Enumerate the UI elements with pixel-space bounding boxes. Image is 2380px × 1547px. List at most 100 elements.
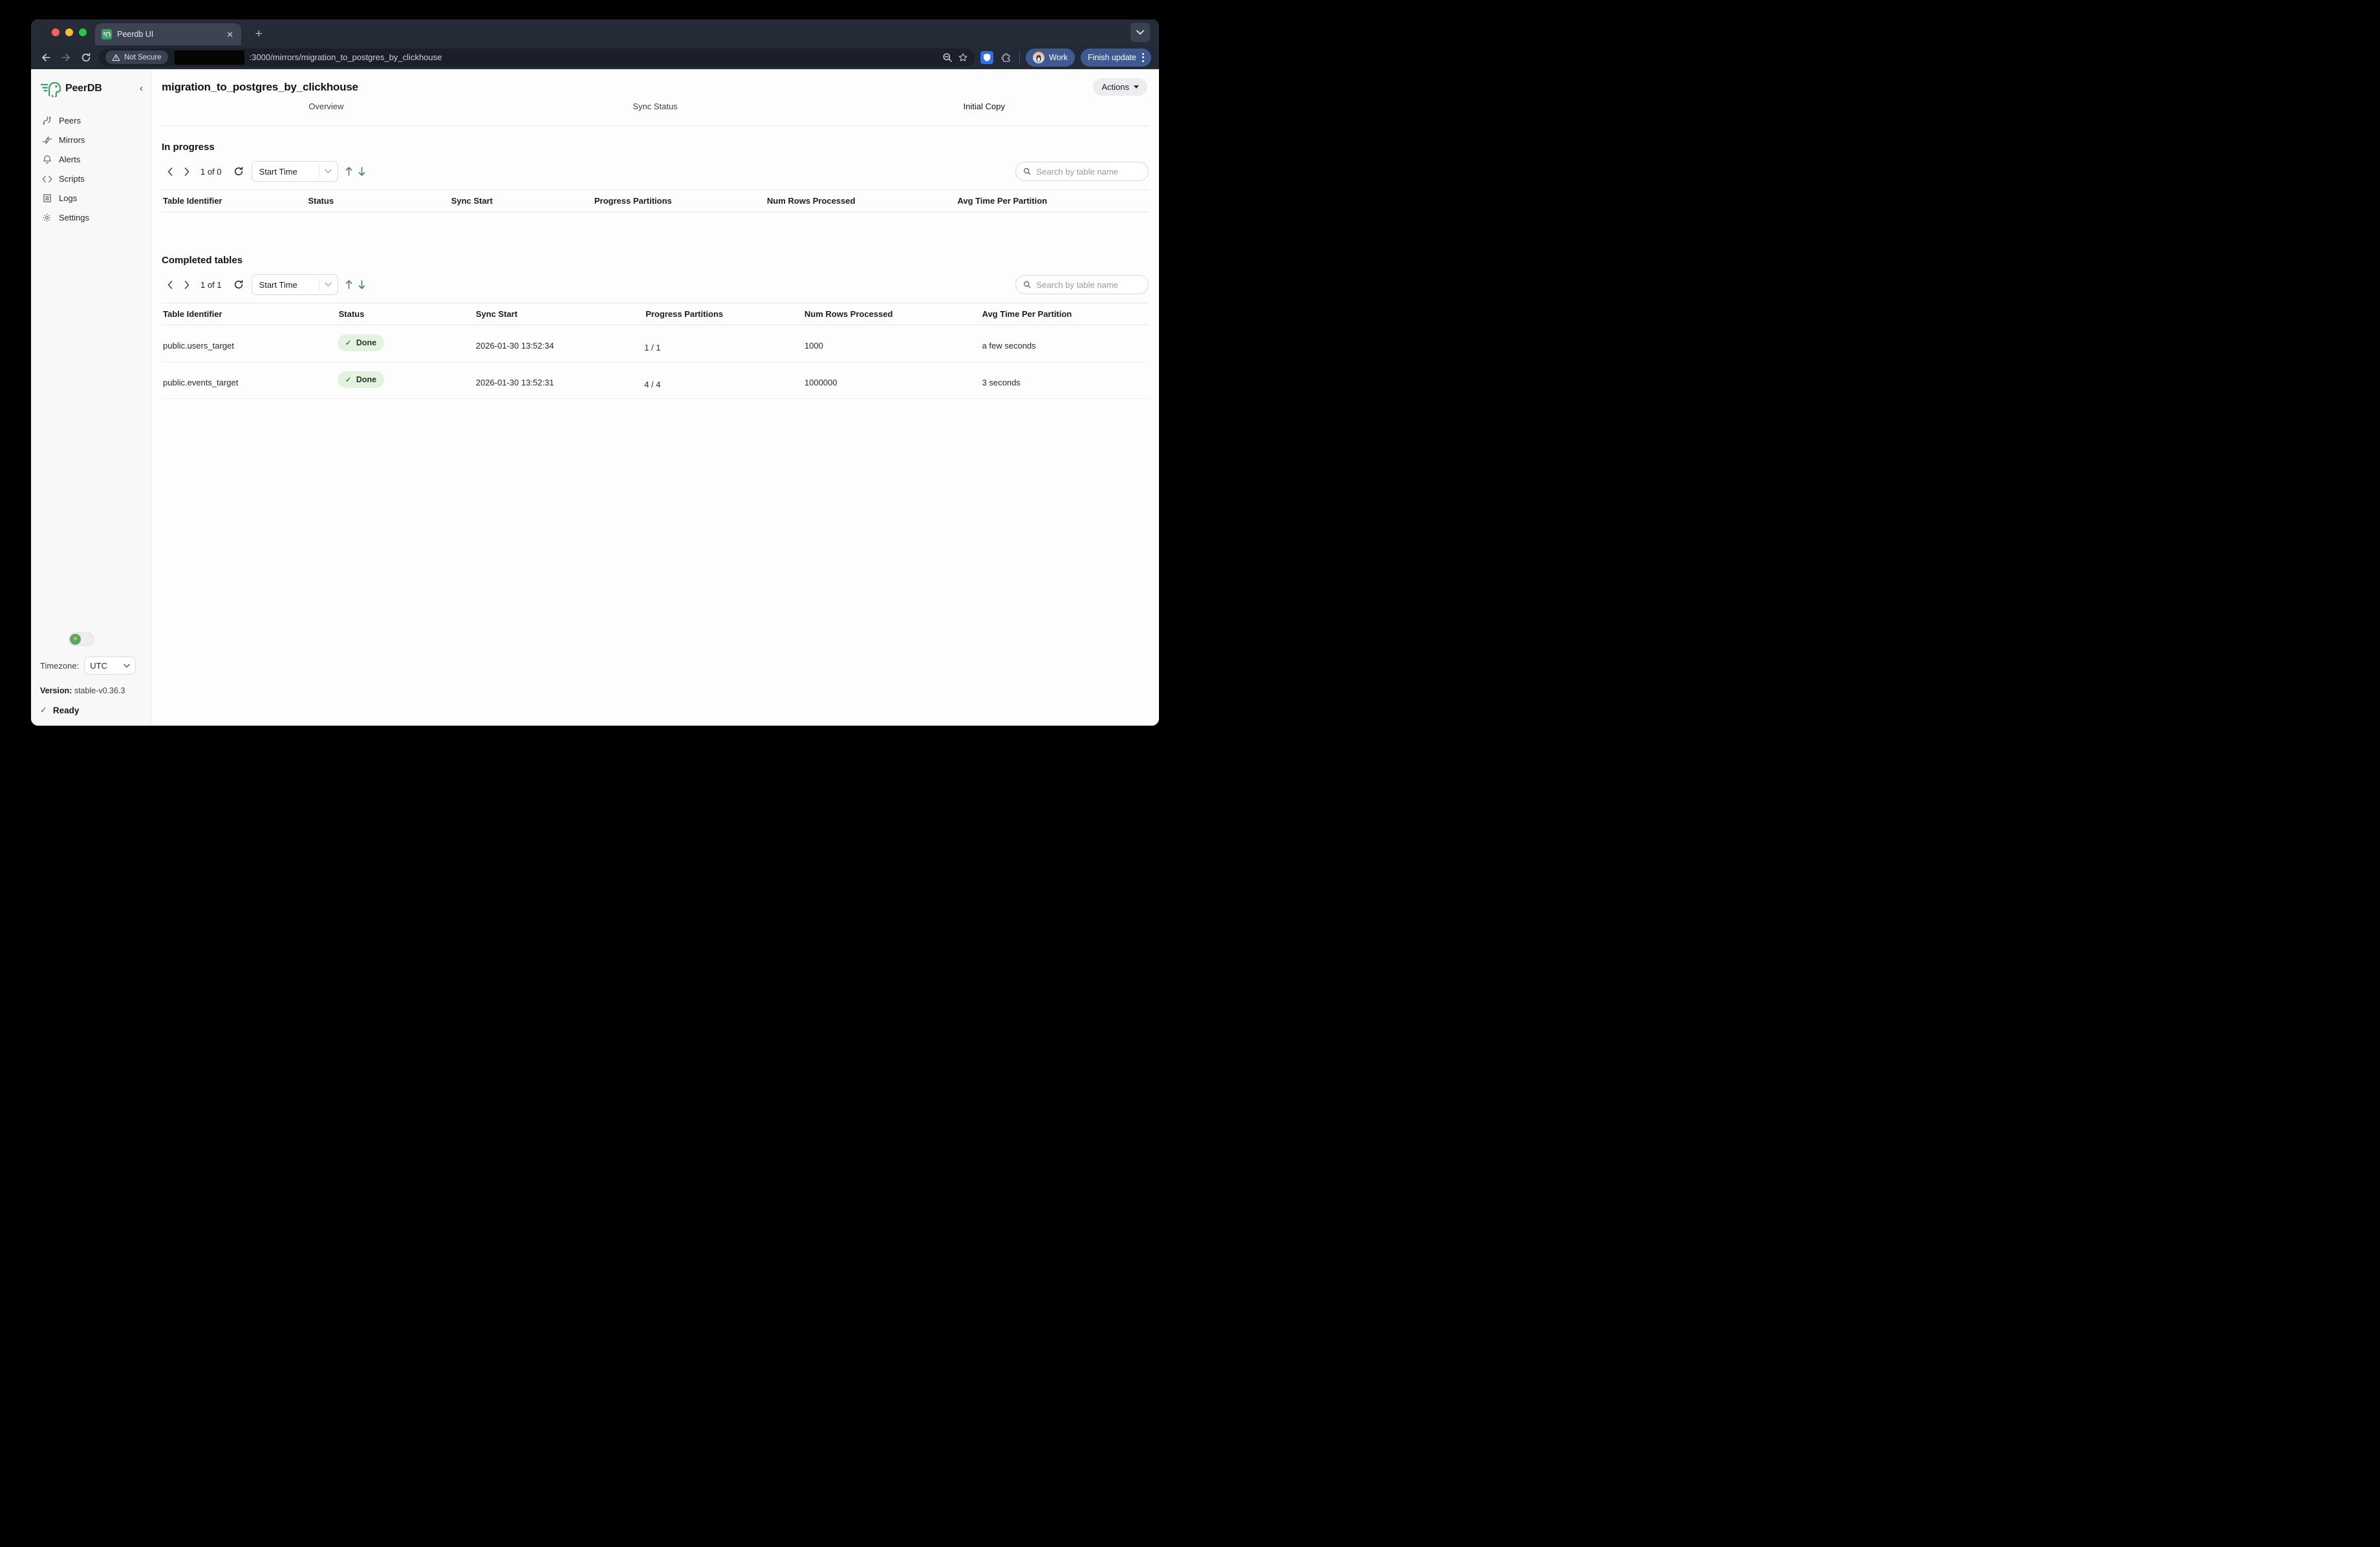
finish-update-button[interactable]: Finish update bbox=[1080, 48, 1151, 67]
sidebar-collapse-button[interactable]: ‹ bbox=[140, 83, 143, 94]
completed-controls: 1 of 1 Start Time bbox=[162, 274, 1149, 295]
fullscreen-window-button[interactable] bbox=[79, 28, 87, 36]
back-button[interactable] bbox=[39, 50, 53, 65]
sidebar-item-label: Alerts bbox=[59, 155, 81, 164]
progress-fraction: 4 / 4 bbox=[644, 380, 661, 389]
sync-start-cell: 2026-01-30 13:52:34 bbox=[475, 341, 554, 351]
sort-field-value: Start Time bbox=[259, 279, 298, 290]
timezone-row: Timezone: UTC bbox=[40, 656, 143, 675]
prev-page-button[interactable] bbox=[162, 280, 178, 289]
sidebar-item-settings[interactable]: Settings bbox=[40, 211, 143, 224]
col-table-identifier: Table Identifier bbox=[163, 309, 222, 319]
timezone-select[interactable]: UTC bbox=[84, 656, 136, 675]
sidebar-footer: ☀ Timezone: UTC Version: stable-v0.36.3 … bbox=[40, 633, 143, 715]
col-num-rows: Num Rows Processed bbox=[766, 196, 856, 206]
theme-toggle[interactable]: ☀ bbox=[69, 633, 94, 646]
tab-search-button[interactable] bbox=[1130, 23, 1150, 42]
password-manager-extension-icon[interactable] bbox=[980, 50, 993, 64]
col-num-rows: Num Rows Processed bbox=[804, 309, 893, 319]
sidebar-item-logs[interactable]: Logs bbox=[40, 191, 143, 205]
extensions-puzzle-icon[interactable] bbox=[999, 50, 1013, 65]
toolbar-separator bbox=[1019, 51, 1020, 63]
finish-update-label: Finish update bbox=[1087, 52, 1136, 62]
col-sync-start: Sync Start bbox=[475, 309, 518, 319]
browser-toolbar: Not Secure :3000/mirrors/migration_to_po… bbox=[31, 45, 1159, 69]
search-icon bbox=[1024, 168, 1031, 175]
profile-avatar bbox=[1033, 51, 1044, 63]
minimize-window-button[interactable] bbox=[65, 28, 73, 36]
next-page-button[interactable] bbox=[178, 167, 195, 176]
sidebar-item-scripts[interactable]: Scripts bbox=[40, 172, 143, 186]
bookmark-star-icon[interactable] bbox=[958, 52, 968, 63]
timezone-label: Timezone: bbox=[40, 660, 80, 671]
sort-ascending-icon[interactable] bbox=[345, 279, 353, 290]
progress-fraction: 1 / 1 bbox=[644, 343, 661, 352]
in-progress-search[interactable] bbox=[1015, 162, 1149, 181]
page-header: migration_to_postgres_by_clickhouse Acti… bbox=[162, 69, 1149, 96]
sort-field-select[interactable]: Start Time bbox=[251, 274, 338, 295]
close-tab-icon[interactable]: ✕ bbox=[226, 29, 233, 39]
sort-field-select[interactable]: Start Time bbox=[251, 161, 338, 182]
completed-table-header: Table Identifier Status Sync Start Progr… bbox=[162, 303, 1149, 325]
sort-descending-icon[interactable] bbox=[358, 279, 366, 290]
url-text: :3000/mirrors/migration_to_postgres_by_c… bbox=[249, 52, 442, 62]
sidebar-item-alerts[interactable]: Alerts bbox=[40, 153, 143, 166]
zoom-out-icon[interactable] bbox=[942, 52, 953, 63]
tab-initial-copy[interactable]: Initial Copy bbox=[963, 102, 1005, 111]
tab-overview[interactable]: Overview bbox=[308, 102, 344, 111]
version-label: Version: bbox=[40, 686, 72, 695]
refresh-button[interactable] bbox=[231, 166, 246, 177]
search-icon bbox=[1024, 281, 1031, 288]
mirror-tabs: Overview Sync Status Initial Copy bbox=[162, 102, 1149, 126]
tab-sync-status[interactable]: Sync Status bbox=[633, 102, 678, 111]
sort-direction-buttons bbox=[345, 279, 366, 290]
completed-search[interactable] bbox=[1015, 275, 1149, 294]
sun-icon: ☀ bbox=[70, 634, 81, 645]
sidebar-item-mirrors[interactable]: Mirrors bbox=[40, 133, 143, 147]
gear-icon bbox=[41, 213, 52, 222]
browser-tabstrip: Peerdb UI ✕ + bbox=[31, 19, 1159, 45]
log-receipt-icon bbox=[41, 193, 52, 203]
search-input[interactable] bbox=[1036, 166, 1141, 177]
prev-page-button[interactable] bbox=[162, 167, 178, 176]
status-row: ✓ Ready bbox=[40, 705, 143, 715]
chevron-down-icon bbox=[319, 282, 338, 287]
table-identifier-cell: public.events_target bbox=[163, 378, 239, 387]
sort-ascending-icon[interactable] bbox=[345, 166, 353, 177]
timezone-value: UTC bbox=[90, 660, 107, 671]
sort-field-value: Start Time bbox=[259, 166, 298, 177]
new-tab-button[interactable]: + bbox=[255, 27, 263, 41]
chevron-down-icon bbox=[1136, 30, 1144, 35]
tab-title: Peerdb UI bbox=[117, 30, 154, 39]
search-input[interactable] bbox=[1036, 279, 1141, 290]
num-rows-cell: 1000000 bbox=[804, 378, 838, 387]
reload-button[interactable] bbox=[79, 50, 93, 65]
status-badge: ✓ Done bbox=[337, 371, 384, 388]
pagination-text: 1 of 0 bbox=[200, 166, 222, 177]
back-arrow-icon bbox=[42, 53, 50, 61]
sidebar: PeerDB ‹ Peers Mirrors Alerts bbox=[31, 69, 151, 726]
actions-button[interactable]: Actions bbox=[1093, 78, 1147, 96]
status-cell: ✓ Done bbox=[337, 332, 475, 352]
site-security-chip[interactable]: Not Secure bbox=[105, 50, 168, 64]
check-icon: ✓ bbox=[40, 705, 47, 715]
main-content: migration_to_postgres_by_clickhouse Acti… bbox=[151, 69, 1159, 726]
address-bar[interactable]: Not Secure :3000/mirrors/migration_to_po… bbox=[99, 48, 975, 67]
sidebar-item-peers[interactable]: Peers bbox=[40, 114, 143, 127]
avg-time-cell: a few seconds bbox=[982, 341, 1036, 351]
close-window-button[interactable] bbox=[52, 28, 60, 36]
sidebar-nav: Peers Mirrors Alerts Scripts Logs bbox=[40, 114, 143, 224]
window-controls bbox=[52, 28, 87, 36]
redacted-host bbox=[174, 50, 244, 65]
sidebar-item-label: Peers bbox=[59, 116, 81, 125]
peerdb-app: PeerDB ‹ Peers Mirrors Alerts bbox=[31, 69, 1159, 726]
profile-chip[interactable]: Work bbox=[1026, 48, 1075, 67]
kebab-menu-icon[interactable] bbox=[1142, 52, 1144, 62]
col-progress-partitions: Progress Partitions bbox=[645, 309, 724, 319]
pagination-text: 1 of 1 bbox=[200, 279, 222, 290]
forward-button[interactable] bbox=[59, 50, 73, 65]
next-page-button[interactable] bbox=[178, 280, 195, 289]
browser-tab-peerdb-ui[interactable]: Peerdb UI ✕ bbox=[95, 23, 241, 45]
refresh-button[interactable] bbox=[231, 279, 246, 290]
sort-descending-icon[interactable] bbox=[358, 166, 366, 177]
